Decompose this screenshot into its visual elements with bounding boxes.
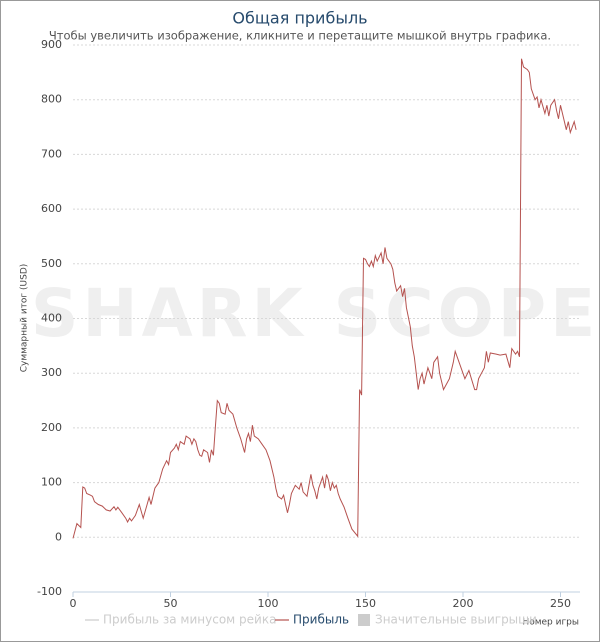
legend-label[interactable]: Прибыль за минусом рейка	[103, 613, 276, 627]
x-tick-label: 250	[550, 597, 571, 610]
chart-subtitle: Чтобы увеличить изображение, кликните и …	[49, 29, 551, 43]
x-tick-label: 200	[453, 597, 474, 610]
x-tick-label: 150	[355, 597, 376, 610]
legend-label[interactable]: Прибыль	[293, 613, 349, 627]
y-tick-label: 300	[41, 366, 62, 379]
x-tick-label: 50	[164, 597, 178, 610]
x-axis-label: Номер игры	[522, 618, 579, 628]
data-line	[72, 58, 577, 539]
y-tick-label: 200	[41, 421, 62, 434]
y-tick-label: 900	[41, 38, 62, 51]
x-tick-label: 100	[258, 597, 279, 610]
y-axis-label: Суммарный итог (USD)	[20, 264, 30, 373]
watermark: SHARK SCOPE	[31, 275, 599, 352]
y-tick-label: 100	[41, 476, 62, 489]
y-tick-label: -100	[37, 585, 62, 598]
y-tick-label: 0	[55, 530, 62, 543]
y-tick-label: 800	[41, 93, 62, 106]
legend-swatch[interactable]	[358, 614, 370, 626]
y-tick-label: 700	[41, 147, 62, 160]
y-tick-label: 400	[41, 312, 62, 325]
x-tick-label: 0	[70, 597, 77, 610]
y-tick-label: 600	[41, 202, 62, 215]
y-tick-label: 500	[41, 257, 62, 270]
legend-label[interactable]: Значительные выигрыши	[375, 613, 537, 627]
chart-title: Общая прибыль	[232, 9, 367, 28]
